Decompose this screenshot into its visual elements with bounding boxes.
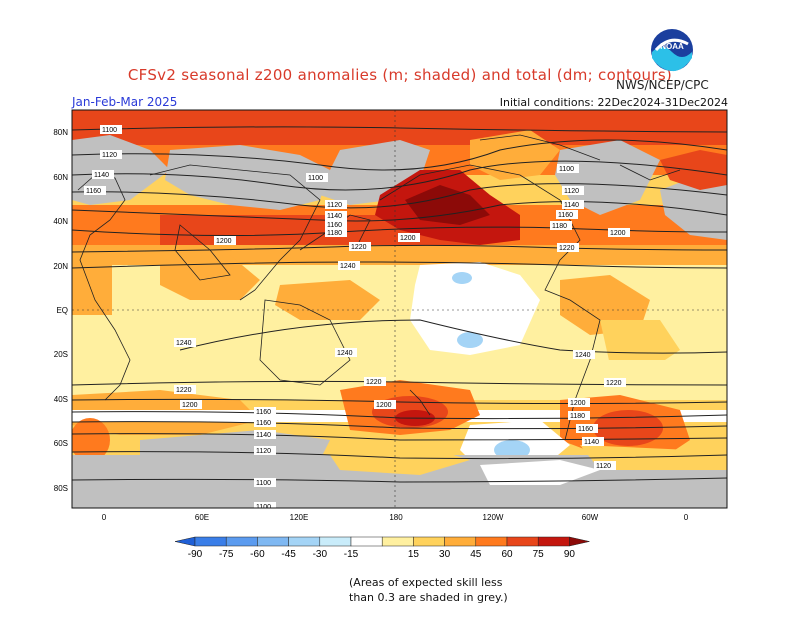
colorbar-tick-label: 30 bbox=[439, 549, 451, 560]
colorbar-swatch bbox=[444, 536, 477, 547]
svg-text:1240: 1240 bbox=[337, 350, 353, 357]
svg-text:1100: 1100 bbox=[308, 175, 323, 182]
svg-text:1200: 1200 bbox=[376, 402, 392, 409]
lon-label: 120E bbox=[290, 513, 309, 522]
svg-text:1100: 1100 bbox=[102, 127, 117, 134]
initial-conditions: Initial conditions: 22Dec2024-31Dec2024 bbox=[499, 96, 728, 109]
svg-text:1140: 1140 bbox=[584, 439, 599, 446]
lat-label: 80S bbox=[54, 484, 68, 493]
svg-text:1120: 1120 bbox=[596, 463, 611, 470]
svg-text:1160: 1160 bbox=[327, 222, 342, 229]
colorbar-tick-label: -15 bbox=[344, 549, 359, 560]
lat-label: 60N bbox=[53, 173, 68, 182]
forecast-period: Jan-Feb-Mar 2025 bbox=[72, 95, 178, 109]
lat-label: 80N bbox=[53, 128, 68, 137]
lat-label: 60S bbox=[54, 439, 68, 448]
svg-text:1140: 1140 bbox=[327, 213, 342, 220]
lon-label: 60E bbox=[195, 513, 209, 522]
svg-text:NOAA: NOAA bbox=[660, 42, 684, 51]
lon-label: 120W bbox=[483, 513, 504, 522]
colorbar-swatch bbox=[319, 536, 352, 547]
agency-label: NWS/NCEP/CPC bbox=[616, 78, 709, 92]
svg-text:1140: 1140 bbox=[256, 432, 271, 439]
footnote-line-2: than 0.3 are shaded in grey.) bbox=[349, 591, 508, 604]
colorbar-tick-label: -75 bbox=[219, 549, 234, 560]
colorbar-tick-label: -45 bbox=[281, 549, 296, 560]
svg-text:1200: 1200 bbox=[570, 400, 586, 407]
colorbar-swatch bbox=[225, 536, 258, 547]
colorbar-swatch bbox=[506, 536, 539, 547]
svg-text:1180: 1180 bbox=[327, 230, 342, 237]
svg-text:1200: 1200 bbox=[216, 238, 232, 245]
colorbar-tick-label: -30 bbox=[313, 549, 328, 560]
lat-label: EQ bbox=[56, 306, 68, 315]
map-title: CFSv2 seasonal z200 anomalies (m; shaded… bbox=[127, 66, 673, 84]
colorbar-tick-label: 45 bbox=[470, 549, 482, 560]
colorbar-tick-label: -90 bbox=[188, 549, 203, 560]
colorbar-tick-label: 90 bbox=[564, 549, 576, 560]
svg-text:1220: 1220 bbox=[366, 379, 382, 386]
colorbar-swatch bbox=[381, 536, 414, 547]
svg-text:1100: 1100 bbox=[256, 504, 271, 511]
svg-text:1140: 1140 bbox=[564, 202, 579, 209]
svg-text:1140: 1140 bbox=[94, 172, 109, 179]
lat-label: 20N bbox=[53, 262, 68, 271]
svg-text:1160: 1160 bbox=[558, 212, 573, 219]
svg-text:1220: 1220 bbox=[351, 244, 367, 251]
svg-text:1240: 1240 bbox=[340, 263, 356, 270]
colorbar-swatch bbox=[413, 536, 445, 547]
colorbar-swatch bbox=[288, 536, 321, 547]
skill-footnote: (Areas of expected skill less than 0.3 a… bbox=[349, 575, 508, 605]
svg-text:1120: 1120 bbox=[102, 152, 117, 159]
lon-label: 0 bbox=[684, 513, 689, 522]
svg-text:1220: 1220 bbox=[559, 245, 575, 252]
lon-label: 60W bbox=[582, 513, 599, 522]
svg-text:1220: 1220 bbox=[176, 387, 192, 394]
footnote-line-1: (Areas of expected skill less bbox=[349, 576, 503, 589]
svg-text:1200: 1200 bbox=[182, 402, 198, 409]
svg-text:1120: 1120 bbox=[256, 448, 271, 455]
noaa-logo: NOAA bbox=[651, 29, 693, 72]
svg-text:1200: 1200 bbox=[400, 235, 416, 242]
svg-text:1200: 1200 bbox=[610, 230, 626, 237]
lon-label: 180 bbox=[389, 513, 403, 522]
svg-text:1100: 1100 bbox=[559, 166, 574, 173]
colorbar-tick-label: 15 bbox=[408, 549, 420, 560]
colorbar-swatch bbox=[257, 536, 289, 547]
svg-text:1240: 1240 bbox=[176, 340, 192, 347]
colorbar-tick-label: 75 bbox=[533, 549, 545, 560]
colorbar-arrow-low bbox=[174, 536, 196, 547]
svg-text:1160: 1160 bbox=[578, 426, 593, 433]
svg-text:1100: 1100 bbox=[256, 480, 271, 487]
lat-label: 40N bbox=[53, 217, 68, 226]
colorbar-tick-label: 60 bbox=[501, 549, 513, 560]
colorbar-arrow-high bbox=[569, 536, 590, 547]
svg-text:1120: 1120 bbox=[564, 188, 579, 195]
svg-text:1180: 1180 bbox=[552, 223, 567, 230]
colorbar-swatch bbox=[475, 536, 508, 547]
colorbar-swatch bbox=[537, 536, 570, 547]
svg-text:1160: 1160 bbox=[256, 420, 271, 427]
svg-text:1120: 1120 bbox=[327, 202, 342, 209]
lat-label: 20S bbox=[54, 350, 68, 359]
colorbar-tick-label: -60 bbox=[250, 549, 265, 560]
svg-text:1240: 1240 bbox=[575, 352, 591, 359]
svg-text:1160: 1160 bbox=[86, 188, 101, 195]
lat-label: 40S bbox=[54, 395, 68, 404]
colorbar-swatch bbox=[350, 536, 383, 547]
svg-text:1180: 1180 bbox=[570, 413, 585, 420]
colorbar-swatch bbox=[194, 536, 227, 547]
svg-text:1220: 1220 bbox=[606, 380, 622, 387]
svg-text:1160: 1160 bbox=[256, 409, 271, 416]
lon-label: 0 bbox=[102, 513, 107, 522]
